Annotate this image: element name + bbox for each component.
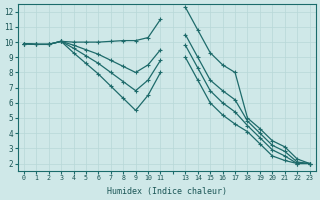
X-axis label: Humidex (Indice chaleur): Humidex (Indice chaleur) — [107, 187, 227, 196]
